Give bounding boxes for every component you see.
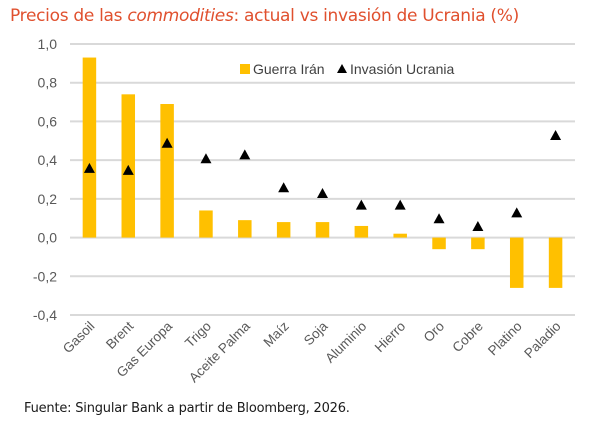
y-tick-label: 0,8	[38, 75, 58, 91]
bar-trigo	[199, 210, 213, 238]
marker-brent	[122, 164, 134, 175]
marker-gas-europa	[161, 137, 173, 148]
y-tick-label: 0,0	[38, 230, 58, 246]
x-tick-label: Hierro	[372, 319, 409, 356]
legend: Guerra Irán Invasión Ucrania	[240, 61, 454, 77]
y-axis-ticks: 1,0 0,8 0,6 0,4 0,2 0,0 -0,2 -0,4	[33, 36, 57, 323]
x-tick-label: Oro	[421, 319, 448, 346]
chart-title-prefix: Precios de las	[10, 6, 128, 26]
legend-label-guerra-iran: Guerra Irán	[253, 61, 325, 77]
bar-maíz	[276, 222, 291, 238]
chart-title: Precios de las commodities: actual vs in…	[10, 6, 519, 26]
x-tick-label: Maíz	[260, 318, 291, 349]
marker-gasoil	[83, 162, 95, 173]
y-tick-label: -0,4	[33, 307, 57, 323]
bar-aluminio	[354, 225, 369, 238]
bar-series-guerra-iran	[82, 57, 563, 288]
y-tick-label: 0,2	[38, 191, 58, 207]
chart-title-italic: commodities	[127, 6, 234, 26]
y-tick-label: -0,2	[33, 268, 57, 284]
y-tick-label: 0,4	[38, 152, 58, 168]
marker-trigo	[200, 153, 212, 164]
marker-cobre	[472, 220, 484, 231]
marker-hierro	[394, 199, 406, 210]
bar-gas-europa	[160, 104, 174, 238]
bar-hierro	[393, 233, 407, 238]
bar-platino	[509, 237, 524, 288]
marker-oro	[433, 213, 445, 224]
marker-paladio	[550, 129, 562, 140]
y-tick-label: 1,0	[38, 36, 58, 52]
marker-aluminio	[355, 199, 367, 210]
marker-maíz	[278, 182, 290, 193]
bar-gasoil	[82, 57, 97, 238]
source-footnote: Fuente: Singular Bank a partir de Bloomb…	[24, 401, 350, 416]
x-tick-label: Trigo	[182, 319, 214, 351]
marker-series-invasion-ucrania	[83, 129, 562, 231]
x-tick-label: Gasoil	[60, 319, 98, 357]
x-tick-label: Soja	[301, 318, 331, 348]
marker-aceite-palma	[239, 149, 251, 160]
x-tick-label: Cobre	[449, 319, 486, 356]
bar-aceite-palma	[238, 220, 252, 238]
bar-paladio	[548, 237, 563, 288]
x-tick-label: Paladio	[521, 319, 563, 361]
marker-platino	[511, 207, 523, 218]
chart-title-suffix: : actual vs invasión de Ucrania (%)	[233, 6, 520, 26]
x-tick-label: Aluminio	[322, 319, 369, 366]
marker-soja	[317, 188, 328, 199]
legend-swatch-invasion-ucrania	[337, 64, 347, 73]
legend-swatch-guerra-iran	[240, 64, 250, 74]
y-tick-label: 0,6	[38, 113, 58, 129]
bar-oro	[432, 237, 446, 250]
x-tick-label: Platino	[485, 319, 525, 359]
legend-label-invasion-ucrania: Invasión Ucrania	[350, 61, 454, 77]
gridlines	[70, 43, 575, 316]
bar-cobre	[471, 237, 485, 250]
x-tick-label: Brent	[103, 318, 137, 352]
bar-soja	[315, 222, 330, 238]
